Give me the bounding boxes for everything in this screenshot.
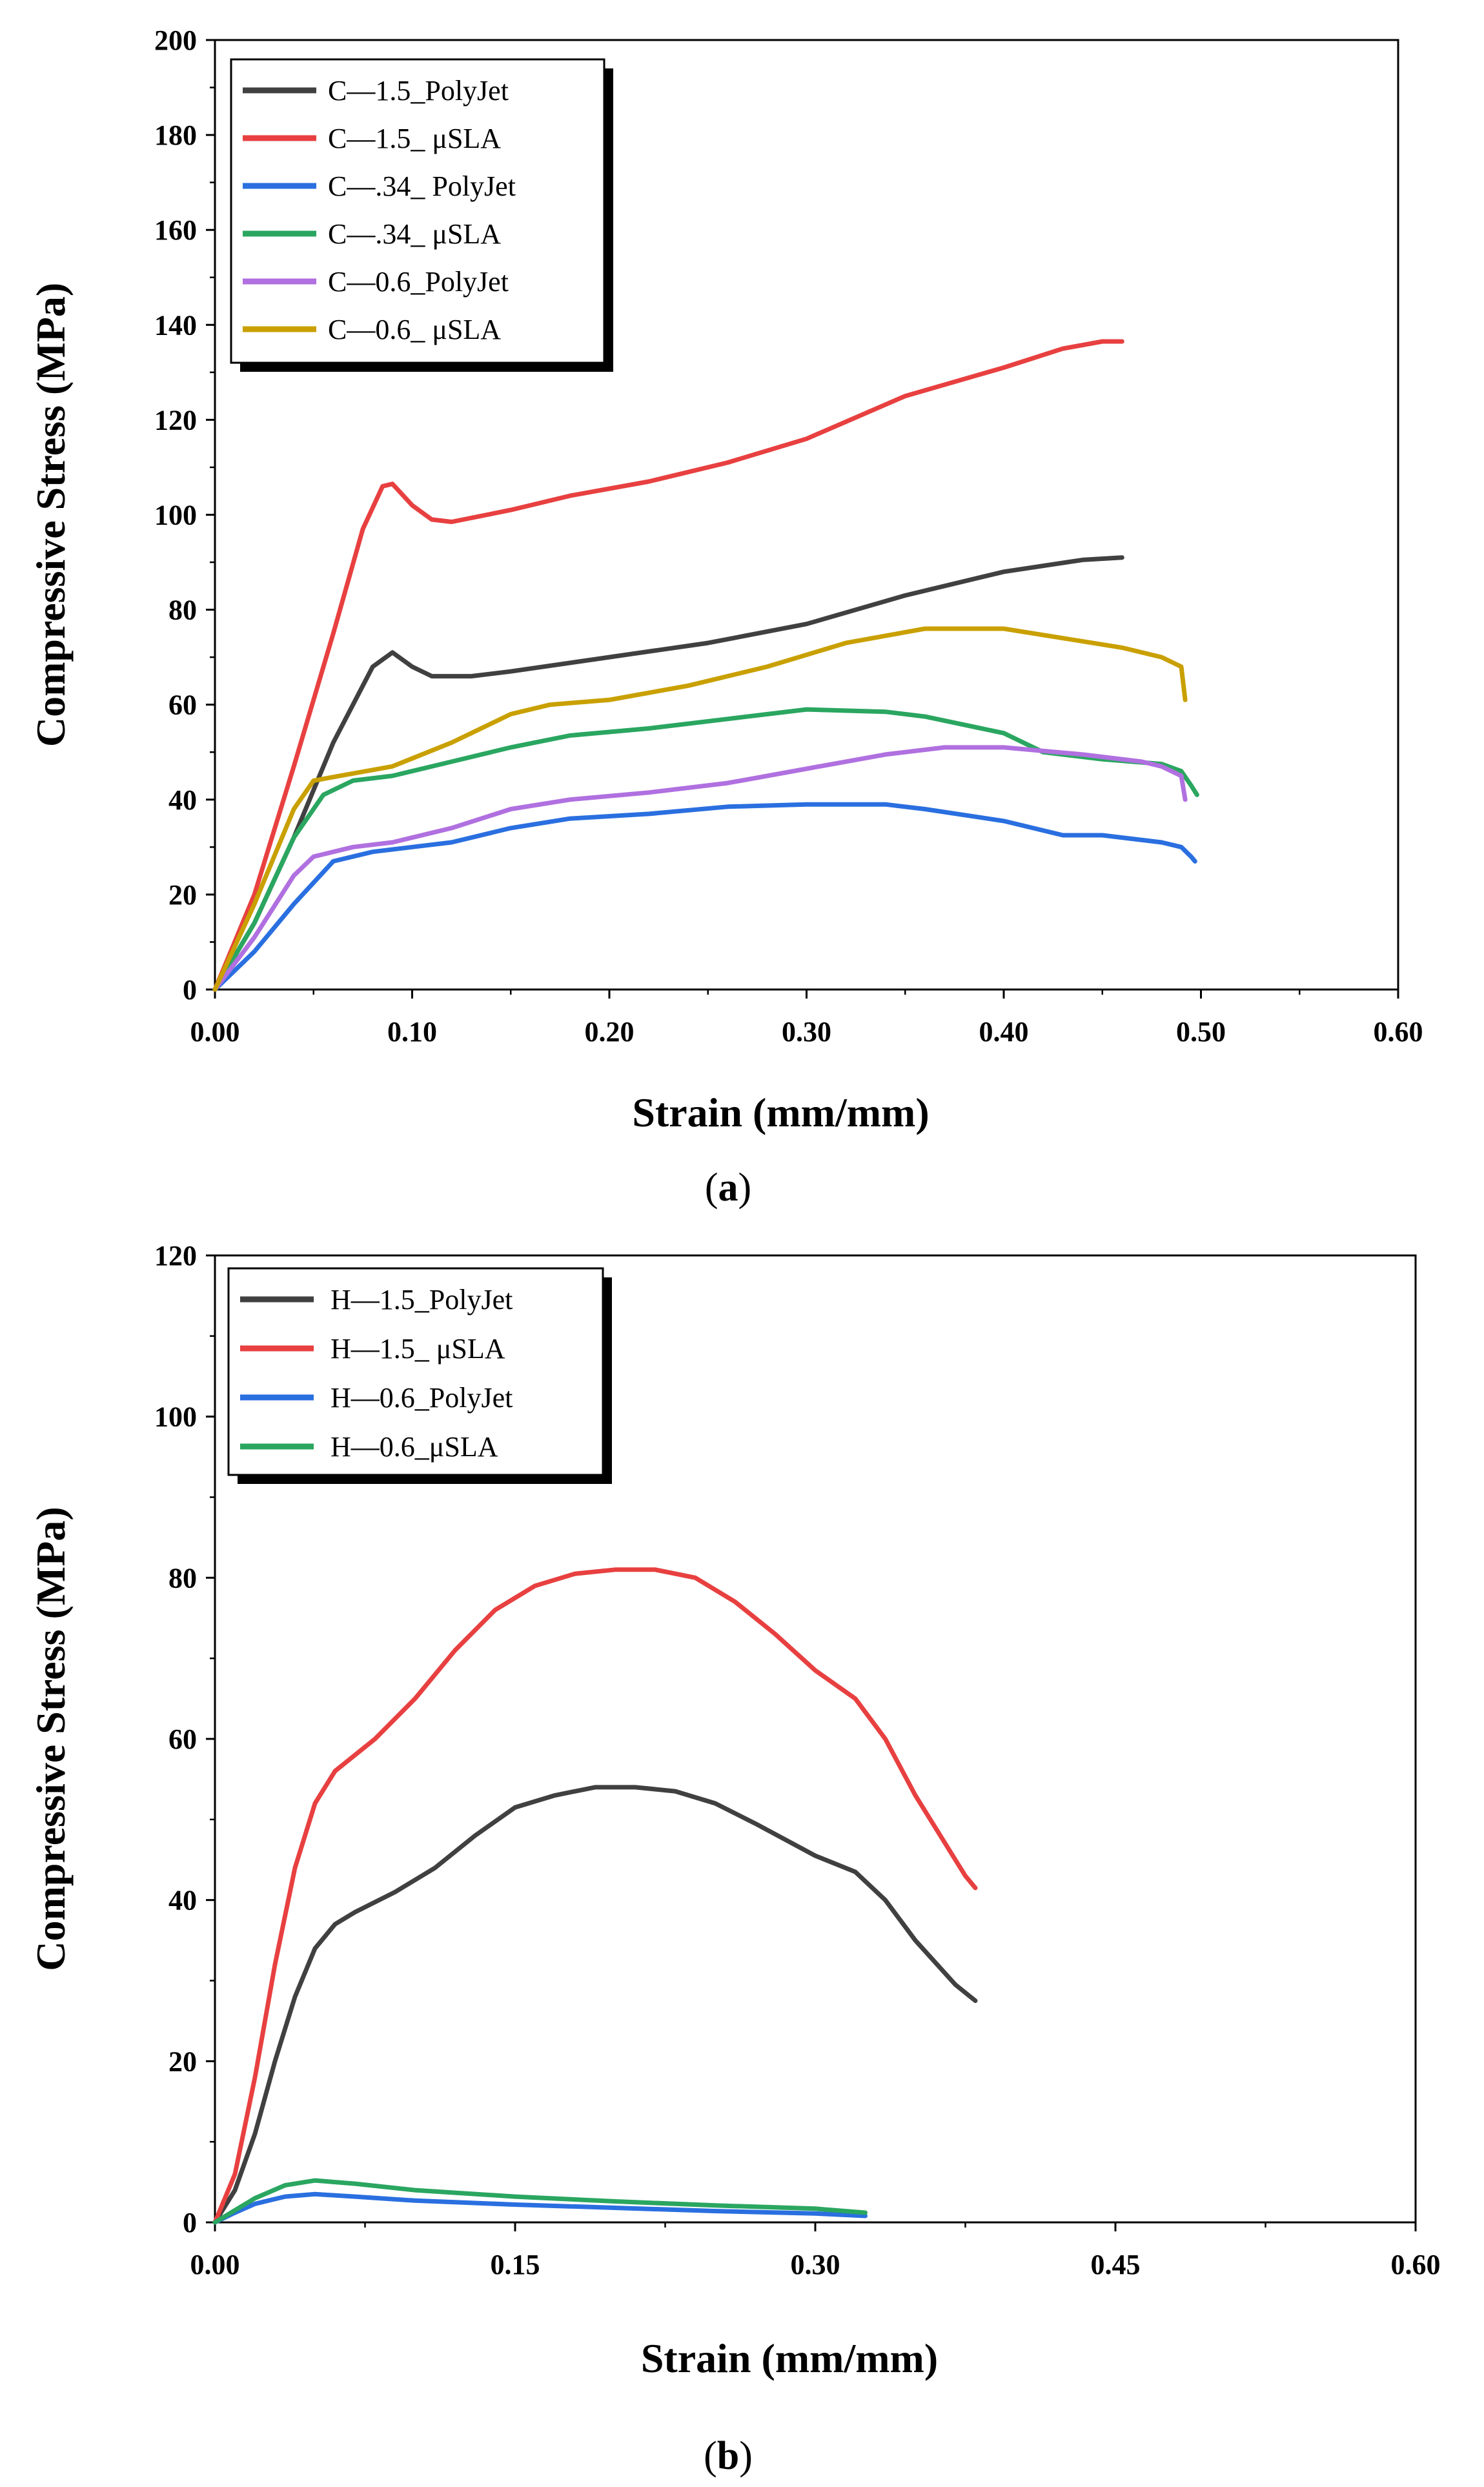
legend-label: H—0.6_μSLA bbox=[330, 1431, 498, 1463]
y-tick-label: 60 bbox=[168, 689, 197, 721]
y-tick-label: 80 bbox=[168, 1562, 197, 1594]
series-line-2 bbox=[212, 1567, 978, 2225]
y-tick-label: 140 bbox=[154, 309, 197, 341]
y-tick-label: 200 bbox=[154, 25, 197, 56]
x-tick-label: 0.40 bbox=[979, 1016, 1029, 1048]
x-tick-label: 0.45 bbox=[1091, 2249, 1141, 2280]
x-tick-label: 0.00 bbox=[190, 2249, 240, 2280]
y-tick-label: 0 bbox=[183, 2207, 197, 2238]
y-tick-label: 180 bbox=[154, 119, 197, 151]
legend-label: C—1.5_PolyJet bbox=[328, 75, 509, 107]
y-tick-label: 20 bbox=[168, 879, 197, 911]
x-axis-title: Strain (mm/mm) bbox=[632, 1090, 929, 1135]
x-tick-label: 0.15 bbox=[491, 2249, 540, 2280]
y-tick-label: 40 bbox=[168, 784, 197, 816]
series-line-1 bbox=[212, 1785, 978, 2225]
y-tick-label: 0 bbox=[183, 974, 197, 1006]
x-tick-label: 0.10 bbox=[387, 1016, 437, 1048]
x-axis-title: Strain (mm/mm) bbox=[641, 2335, 938, 2381]
series-line-4 bbox=[212, 2178, 868, 2225]
y-tick-label: 80 bbox=[168, 594, 197, 626]
legend-box bbox=[230, 58, 605, 364]
series-line-1 bbox=[212, 555, 1124, 992]
caption-b: (b) bbox=[704, 2434, 753, 2478]
legend-label: C—0.6_ μSLA bbox=[328, 314, 501, 345]
y-tick-label: 100 bbox=[154, 500, 197, 531]
x-tick-label: 0.00 bbox=[190, 1016, 240, 1048]
x-tick-label: 0.30 bbox=[791, 2249, 840, 2280]
legend-label: C—1.5_ μSLA bbox=[328, 123, 501, 154]
legend-label: H—1.5_ μSLA bbox=[330, 1333, 505, 1365]
legend-label: C—.34_ μSLA bbox=[328, 218, 501, 250]
legend-label: H—0.6_PolyJet bbox=[330, 1382, 513, 1414]
x-tick-label: 0.20 bbox=[585, 1016, 635, 1048]
series-line-3 bbox=[212, 802, 1197, 992]
legend-box bbox=[227, 1267, 604, 1476]
y-tick-label: 40 bbox=[168, 1885, 197, 1916]
y-tick-label: 160 bbox=[154, 214, 197, 246]
legend-label: H—1.5_PolyJet bbox=[330, 1284, 513, 1315]
caption-a: (a) bbox=[705, 1166, 751, 1210]
y-tick-label: 120 bbox=[154, 404, 197, 436]
y-axis-title: Compressive Stress (MPa) bbox=[28, 283, 74, 747]
chart-b: 0 20 40 60 80 100 120 0.00 0.15 0.30 0.45 0.60 Strai… bbox=[28, 1240, 1441, 2381]
x-tick-label: 0.50 bbox=[1176, 1016, 1226, 1048]
y-tick-label: 120 bbox=[154, 1240, 197, 1272]
series-line-6 bbox=[212, 626, 1188, 992]
series-line-2 bbox=[212, 339, 1124, 992]
y-tick-label: 100 bbox=[154, 1401, 197, 1433]
y-axis-title: Compressive Stress (MPa) bbox=[28, 1507, 74, 1971]
x-tick-label: 0.30 bbox=[782, 1016, 831, 1048]
y-tick-label: 20 bbox=[168, 2045, 197, 2077]
x-tick-label: 0.60 bbox=[1374, 1016, 1423, 1048]
legend-label: C—.34_ PolyJet bbox=[328, 170, 516, 202]
legend-label: C—0.6_PolyJet bbox=[328, 266, 509, 298]
series-line-3 bbox=[212, 2191, 868, 2225]
x-tick-label: 0.60 bbox=[1391, 2249, 1441, 2280]
series-line-5 bbox=[212, 745, 1188, 992]
chart-a: 0 20 40 60 80 100 120 140 160 180 200 0.00 0.10 0.20 0… bbox=[28, 25, 1423, 1135]
y-tick-label: 60 bbox=[168, 1723, 197, 1755]
